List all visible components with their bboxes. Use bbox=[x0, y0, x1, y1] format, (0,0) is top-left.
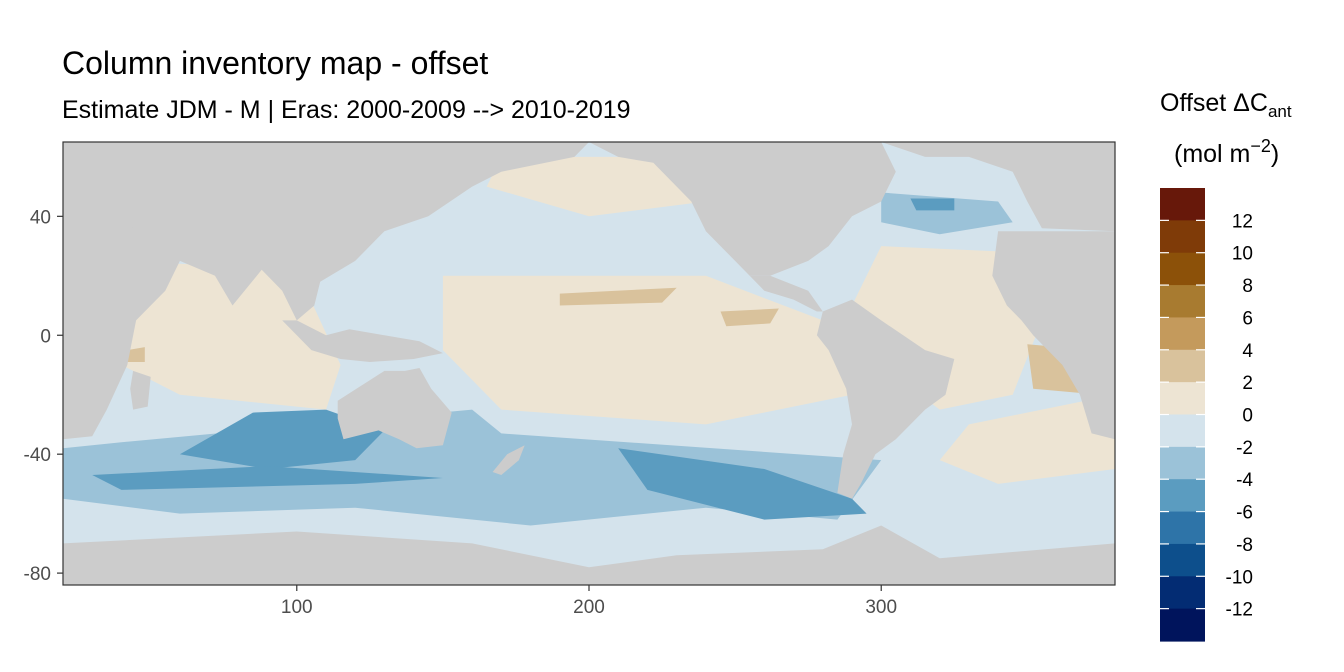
region-atlantic-south-warm bbox=[939, 394, 1115, 484]
legend-unit-suffix: ) bbox=[1271, 140, 1279, 168]
y-tick-label: 40 bbox=[30, 207, 51, 228]
chart-title: Column inventory map - offset bbox=[62, 45, 488, 81]
region-indian-patch-positive bbox=[127, 347, 145, 362]
legend-label: 4 bbox=[1242, 341, 1253, 362]
legend-colorbar bbox=[1160, 188, 1205, 642]
land-madagascar bbox=[130, 370, 151, 410]
legend-swatch bbox=[1160, 220, 1205, 254]
legend-swatch bbox=[1160, 382, 1205, 416]
x-axis: 100 200 300 bbox=[281, 585, 897, 618]
legend-label: -8 bbox=[1236, 535, 1253, 556]
legend-label: 10 bbox=[1232, 244, 1253, 265]
map-panel bbox=[62, 141, 1116, 586]
land-africa bbox=[63, 142, 180, 440]
legend-label: -6 bbox=[1236, 503, 1253, 524]
x-tick-label: 100 bbox=[281, 597, 313, 618]
legend-swatch bbox=[1160, 479, 1205, 513]
land-eurasia bbox=[63, 142, 589, 321]
region-north-pacific-cool bbox=[442, 201, 706, 270]
legend-swatch bbox=[1160, 543, 1205, 577]
legend-label: -4 bbox=[1236, 470, 1253, 491]
land-new-zealand bbox=[492, 445, 525, 475]
chart-subtitle: Estimate JDM - M | Eras: 2000-2009 --> 2… bbox=[62, 96, 631, 124]
legend-swatch bbox=[1160, 285, 1205, 319]
region-south-indian-deep bbox=[179, 409, 385, 469]
legend-label: 8 bbox=[1242, 276, 1253, 297]
land-australia bbox=[337, 368, 452, 449]
legend-unit-prefix: (mol m bbox=[1174, 140, 1250, 168]
y-tick-label: 0 bbox=[40, 326, 51, 347]
legend-label: 12 bbox=[1232, 211, 1253, 232]
region-pacific-patch-small bbox=[720, 308, 779, 327]
land-indonesia bbox=[282, 320, 443, 362]
x-tick-label: 300 bbox=[865, 597, 897, 618]
legend-swatch bbox=[1160, 608, 1205, 642]
land-south-america bbox=[816, 299, 955, 499]
legend-title-sub: ant bbox=[1268, 102, 1292, 121]
legend: Offset ΔCant (mol m−2) 12 10 8 6 4 2 0 -2 -4 -6 -8… bbox=[1160, 89, 1292, 642]
legend-swatch bbox=[1160, 188, 1205, 221]
land-north-america bbox=[589, 142, 896, 276]
legend-unit: (mol m−2) bbox=[1174, 136, 1279, 168]
region-pacific-patch-positive bbox=[559, 287, 677, 306]
legend-label: -10 bbox=[1226, 567, 1253, 588]
y-axis: 40 0 -40 -80 bbox=[24, 207, 63, 585]
legend-title: Offset ΔCant bbox=[1160, 89, 1292, 121]
legend-swatch bbox=[1160, 576, 1205, 610]
region-south-pacific-deep bbox=[618, 448, 867, 520]
legend-label: -2 bbox=[1236, 438, 1253, 459]
legend-unit-sup: −2 bbox=[1250, 136, 1271, 156]
land-mask bbox=[63, 142, 1115, 585]
legend-label: 6 bbox=[1242, 308, 1253, 329]
land-greenland-europe bbox=[881, 142, 1115, 232]
legend-swatch bbox=[1160, 317, 1205, 351]
legend-label: 2 bbox=[1242, 373, 1253, 394]
region-atlantic-north-deep bbox=[910, 198, 955, 211]
land-central-america bbox=[749, 275, 823, 312]
legend-labels: 12 10 8 6 4 2 0 -2 -4 -6 -8 -10 -12 bbox=[1226, 211, 1254, 620]
legend-swatch bbox=[1160, 414, 1205, 448]
legend-swatch bbox=[1160, 511, 1205, 545]
legend-swatch bbox=[1160, 349, 1205, 383]
ocean-regions bbox=[63, 156, 1115, 574]
y-tick-label: -40 bbox=[24, 445, 51, 466]
land-antarctica bbox=[63, 525, 1115, 585]
legend-title-main: Offset ΔC bbox=[1160, 89, 1268, 117]
x-tick-label: 200 bbox=[573, 597, 605, 618]
region-south-indian-band-deep bbox=[92, 466, 443, 490]
legend-swatch bbox=[1160, 446, 1205, 480]
region-north-pacific-warm bbox=[486, 156, 706, 217]
legend-label: -12 bbox=[1226, 600, 1253, 621]
y-tick-label: -80 bbox=[24, 564, 51, 585]
land-africa-east bbox=[992, 231, 1115, 440]
legend-label: 0 bbox=[1242, 406, 1253, 427]
legend-swatch bbox=[1160, 252, 1205, 286]
